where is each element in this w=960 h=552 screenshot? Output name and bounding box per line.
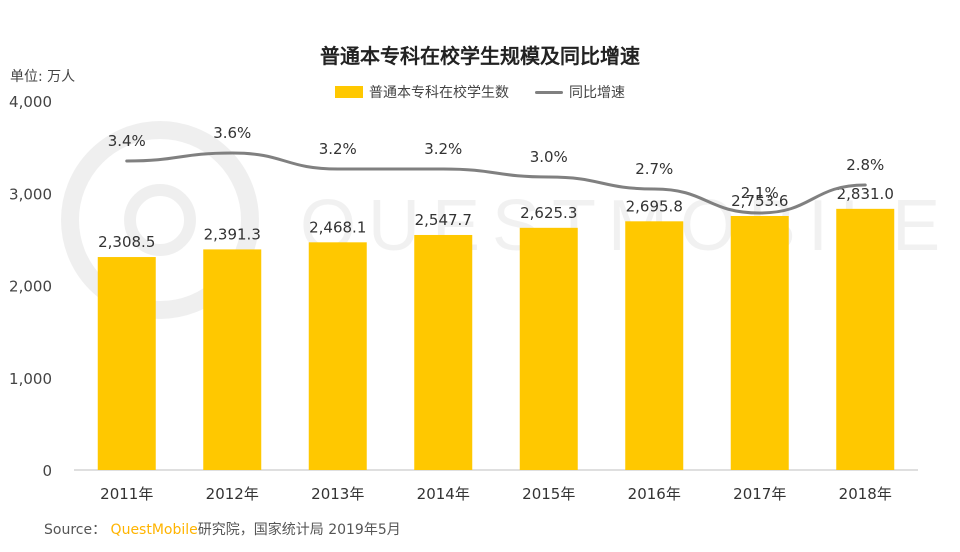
growth-value-label: 2.1% [741,184,779,202]
watermark-logo-icon [60,120,260,324]
growth-value-label: 3.2% [319,140,357,158]
legend: 普通本专科在校学生数 同比增速 [0,82,960,102]
watermark-text: QUESTMOBILE [300,185,952,267]
x-tick-label: 2015年 [522,485,575,503]
bar [97,257,156,470]
x-tick-label: 2012年 [206,485,259,503]
source-brand: QuestMobile [110,522,198,538]
legend-swatch-bar [335,86,363,98]
bar-value-label: 2,831.0 [837,185,894,203]
x-tick-label: 2018年 [839,485,892,503]
x-tick-label: 2016年 [628,485,681,503]
growth-value-label: 3.6% [213,124,251,142]
bar [414,234,473,470]
bar [203,249,262,470]
y-tick-label: 2,000 [9,278,52,296]
unit-label: 单位: 万人 [10,69,76,85]
bar-value-label: 2,547.7 [415,211,472,229]
y-tick-label: 1,000 [9,370,52,388]
legend-label-line: 同比增速 [569,85,625,101]
x-tick-label: 2011年 [100,485,153,503]
source-prefix: Source： [44,522,107,538]
y-tick-label: 0 [42,462,52,480]
legend-label-bar: 普通本专科在校学生数 [369,85,509,101]
bar [730,215,789,470]
bar-value-label: 2,391.3 [204,225,261,243]
source-rest: 研究院，国家统计局 2019年5月 [197,522,401,538]
bar-value-label: 2,468.1 [309,218,366,236]
growth-line [125,151,867,215]
growth-value-label: 3.4% [108,132,146,150]
x-tick-label: 2013年 [311,485,364,503]
legend-item-bar: 普通本专科在校学生数 [335,82,509,102]
growth-value-label: 3.0% [530,148,568,166]
legend-item-line: 同比增速 [535,82,625,102]
x-tick-label: 2017年 [733,485,786,503]
bar [836,208,895,470]
y-tick-label: 3,000 [9,185,52,203]
bar-value-label: 2,753.6 [731,192,788,210]
chart-title: 普通本专科在校学生规模及同比增速 [320,44,640,68]
bar-value-label: 2,625.3 [520,204,577,222]
legend-swatch-line [535,90,563,94]
bar [519,227,578,470]
growth-value-label: 3.2% [424,140,462,158]
growth-value-label: 2.7% [635,160,673,178]
x-tick-label: 2014年 [417,485,470,503]
bar-value-label: 2,695.8 [626,197,683,215]
source-note: Source： QuestMobile研究院，国家统计局 2019年5月 [44,519,401,539]
bar [625,221,684,470]
growth-value-label: 2.8% [846,156,884,174]
bar [308,242,367,470]
y-tick-label: 4,000 [9,93,52,111]
bar-value-label: 2,308.5 [98,233,155,251]
